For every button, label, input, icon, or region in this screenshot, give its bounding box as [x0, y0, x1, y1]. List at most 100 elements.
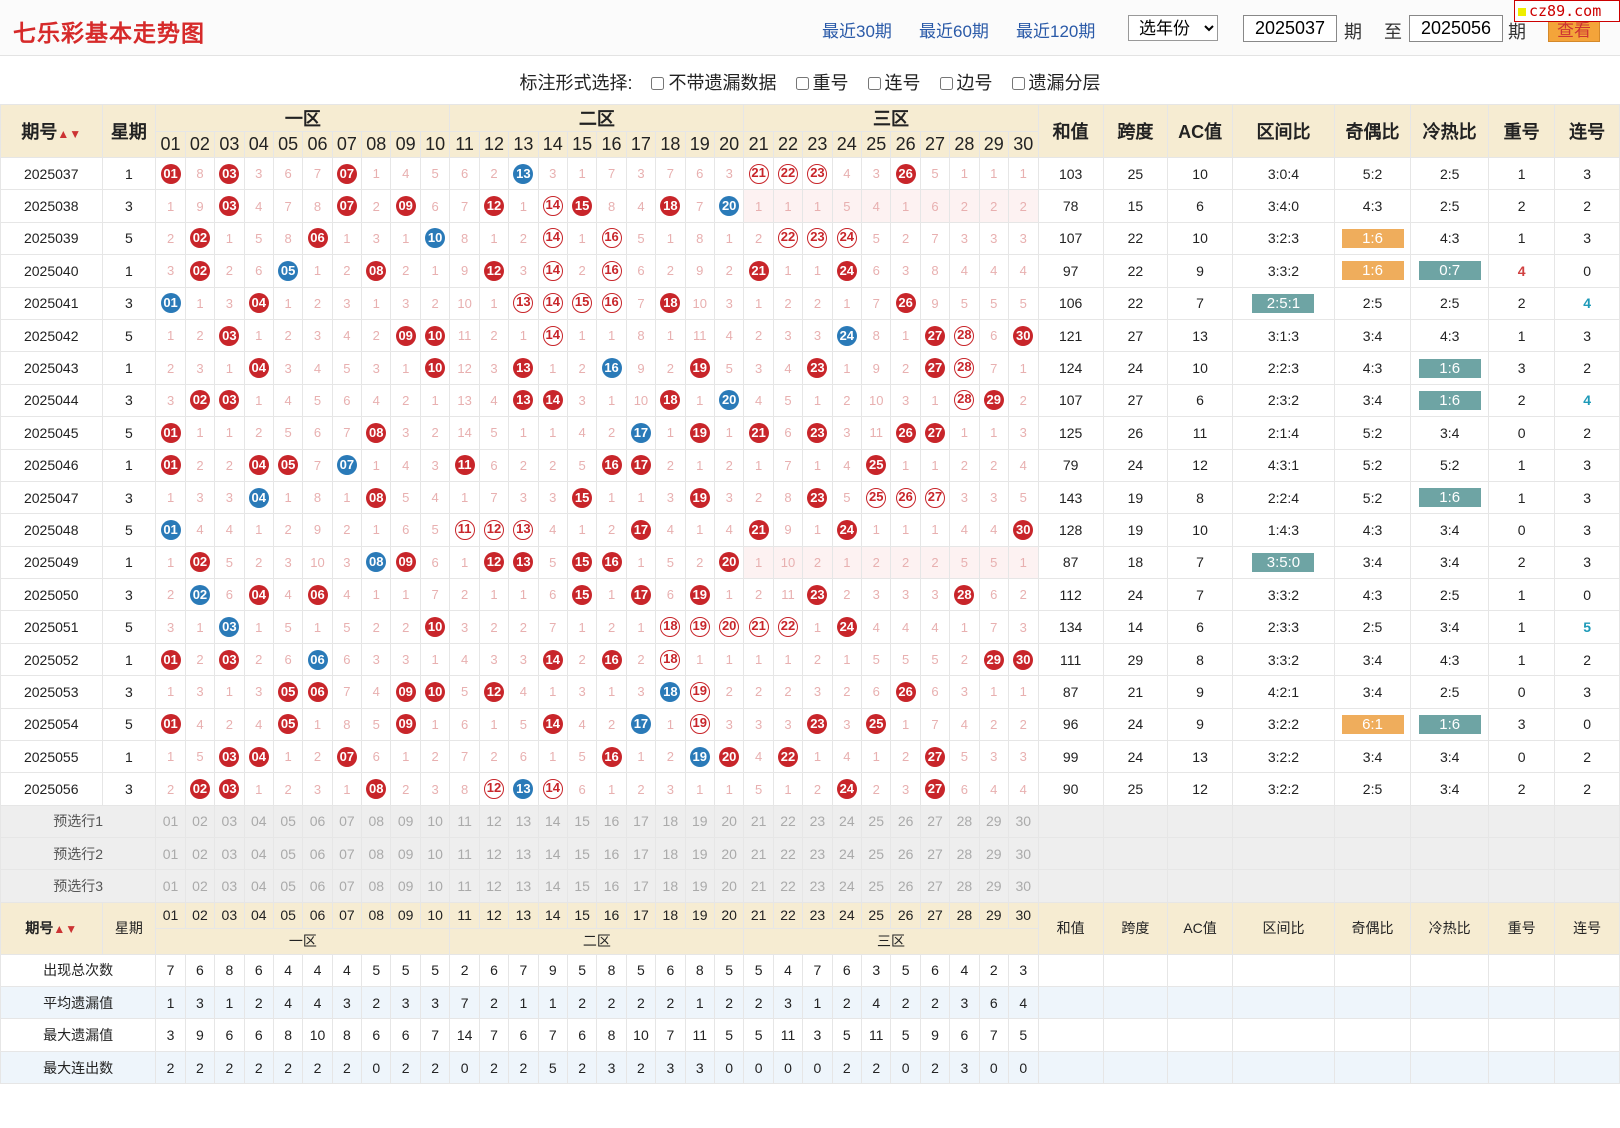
- preselect-number[interactable]: 20: [713, 869, 745, 903]
- preselect-number[interactable]: 05: [272, 837, 304, 871]
- preselect-number[interactable]: 01: [155, 804, 186, 839]
- preselect-number[interactable]: 19: [684, 804, 715, 839]
- preselect-number[interactable]: 23: [802, 837, 833, 871]
- preselect-number[interactable]: 16: [596, 837, 627, 871]
- preselect-number[interactable]: 09: [390, 804, 421, 839]
- preselect-number[interactable]: 21: [743, 869, 774, 903]
- preselect-number[interactable]: 19: [684, 869, 715, 903]
- preselect-number[interactable]: 26: [890, 837, 921, 871]
- preselect-number[interactable]: 02: [184, 804, 216, 839]
- to-issue-input[interactable]: [1409, 15, 1503, 42]
- preselect-number[interactable]: 05: [272, 869, 304, 903]
- preselect-number[interactable]: 23: [802, 804, 833, 839]
- recent-120-link[interactable]: 最近120期: [1016, 22, 1096, 41]
- preselect-number[interactable]: 27: [919, 869, 951, 903]
- preselect-number[interactable]: 24: [831, 837, 863, 871]
- preselect-number[interactable]: 12: [478, 869, 510, 903]
- preselect-number[interactable]: 29: [978, 869, 1009, 903]
- preselect-number[interactable]: 02: [184, 837, 216, 871]
- option-consecutive[interactable]: 连号: [867, 73, 921, 93]
- recent-60-link[interactable]: 最近60期: [919, 22, 989, 41]
- query-button[interactable]: 查看: [1548, 15, 1600, 42]
- preselect-number[interactable]: 06: [302, 837, 333, 871]
- preselect-number[interactable]: 30: [1007, 869, 1039, 903]
- option-repeat[interactable]: 重号: [795, 73, 849, 93]
- preselect-number[interactable]: 21: [743, 837, 774, 871]
- preselect-number[interactable]: 11: [449, 837, 480, 871]
- preselect-number[interactable]: 25: [861, 869, 892, 903]
- preselect-number[interactable]: 17: [625, 804, 657, 839]
- preselect-number[interactable]: 11: [449, 869, 480, 903]
- checkbox[interactable]: [795, 77, 809, 90]
- preselect-number[interactable]: 12: [478, 804, 510, 839]
- preselect-number[interactable]: 24: [831, 869, 863, 903]
- option-edge[interactable]: 边号: [939, 73, 993, 93]
- preselect-number[interactable]: 14: [537, 869, 568, 903]
- preselect-number[interactable]: 21: [743, 804, 774, 839]
- preselect-number[interactable]: 18: [655, 804, 686, 839]
- preselect-number[interactable]: 13: [508, 837, 539, 871]
- preselect-number[interactable]: 26: [890, 804, 921, 839]
- preselect-number[interactable]: 07: [331, 869, 363, 903]
- preselect-number[interactable]: 14: [537, 837, 568, 871]
- preselect-number[interactable]: 05: [272, 804, 304, 839]
- preselect-number[interactable]: 17: [625, 869, 657, 903]
- preselect-number[interactable]: 09: [390, 837, 421, 871]
- preselect-number[interactable]: 19: [684, 837, 715, 871]
- preselect-number[interactable]: 01: [155, 869, 186, 903]
- preselect-number[interactable]: 28: [949, 804, 980, 839]
- preselect-number[interactable]: 12: [478, 837, 510, 871]
- preselect-number[interactable]: 03: [214, 804, 245, 839]
- preselect-number[interactable]: 10: [419, 804, 451, 839]
- preselect-number[interactable]: 27: [919, 804, 951, 839]
- preselect-number[interactable]: 22: [772, 837, 804, 871]
- option-no-miss[interactable]: 不带遗漏数据: [651, 73, 776, 93]
- preselect-number[interactable]: 17: [625, 837, 657, 871]
- preselect-number[interactable]: 24: [831, 804, 863, 839]
- preselect-number[interactable]: 04: [243, 804, 274, 839]
- preselect-number[interactable]: 03: [214, 837, 245, 871]
- preselect-number[interactable]: 03: [214, 869, 245, 903]
- from-issue-input[interactable]: [1243, 15, 1337, 42]
- preselect-number[interactable]: 26: [890, 869, 921, 903]
- preselect-number[interactable]: 04: [243, 869, 274, 903]
- sort-arrows-icon[interactable]: ▲▼: [57, 127, 82, 141]
- preselect-number[interactable]: 10: [419, 869, 451, 903]
- preselect-number[interactable]: 11: [449, 804, 480, 839]
- preselect-number[interactable]: 22: [772, 804, 804, 839]
- preselect-number[interactable]: 27: [919, 837, 951, 871]
- preselect-number[interactable]: 28: [949, 837, 980, 871]
- preselect-number[interactable]: 15: [566, 869, 598, 903]
- preselect-number[interactable]: 25: [861, 804, 892, 839]
- issue-header[interactable]: 期号▲▼: [0, 901, 103, 955]
- preselect-number[interactable]: 13: [508, 869, 539, 903]
- preselect-number[interactable]: 16: [596, 804, 627, 839]
- preselect-number[interactable]: 15: [566, 837, 598, 871]
- preselect-number[interactable]: 01: [155, 837, 186, 871]
- preselect-number[interactable]: 25: [861, 837, 892, 871]
- preselect-number[interactable]: 30: [1007, 804, 1039, 839]
- preselect-number[interactable]: 18: [655, 869, 686, 903]
- preselect-number[interactable]: 09: [390, 869, 421, 903]
- preselect-number[interactable]: 07: [331, 837, 363, 871]
- preselect-number[interactable]: 16: [596, 869, 627, 903]
- preselect-number[interactable]: 14: [537, 804, 568, 839]
- preselect-number[interactable]: 29: [978, 837, 1009, 871]
- checkbox[interactable]: [1011, 77, 1025, 90]
- preselect-number[interactable]: 23: [802, 869, 833, 903]
- preselect-number[interactable]: 08: [361, 869, 392, 903]
- preselect-number[interactable]: 08: [361, 837, 392, 871]
- preselect-number[interactable]: 18: [655, 837, 686, 871]
- issue-header[interactable]: 期号▲▼: [0, 104, 103, 158]
- option-miss-layer[interactable]: 遗漏分层: [1011, 73, 1101, 93]
- preselect-number[interactable]: 20: [713, 804, 745, 839]
- preselect-number[interactable]: 06: [302, 804, 333, 839]
- preselect-number[interactable]: 15: [566, 804, 598, 839]
- preselect-number[interactable]: 07: [331, 804, 363, 839]
- checkbox[interactable]: [867, 77, 881, 90]
- sort-arrows-icon[interactable]: ▲▼: [53, 922, 78, 937]
- preselect-number[interactable]: 08: [361, 804, 392, 839]
- year-select[interactable]: 选年份: [1128, 15, 1218, 41]
- preselect-number[interactable]: 22: [772, 869, 804, 903]
- checkbox[interactable]: [651, 77, 665, 90]
